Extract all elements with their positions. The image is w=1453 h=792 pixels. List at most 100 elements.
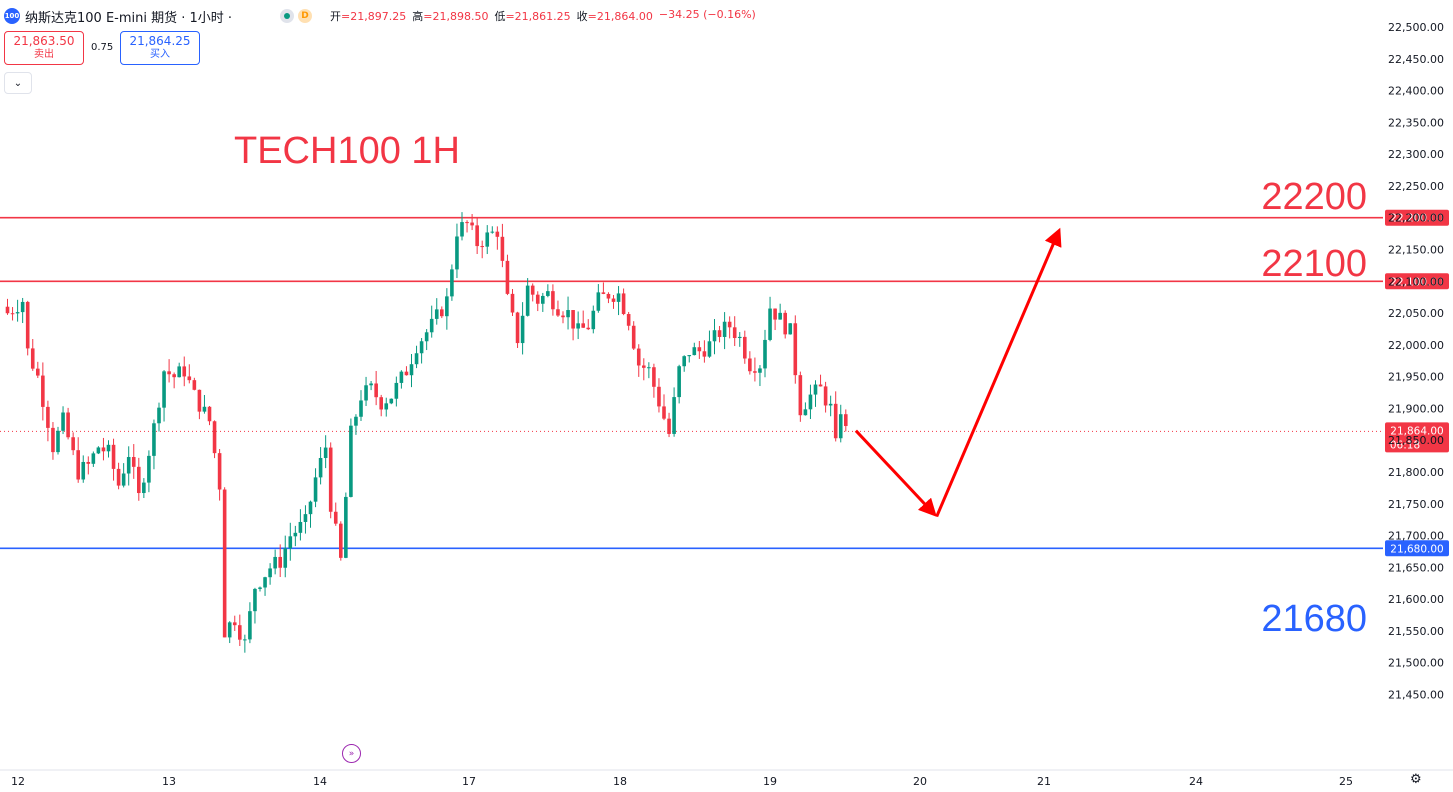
sell-price: 21,863.50: [13, 34, 75, 48]
market-status-icon[interactable]: [280, 9, 295, 23]
candle-body: [268, 568, 272, 578]
y-tick-label: 21,650.00: [1388, 561, 1444, 574]
x-tick-label: 20: [913, 775, 927, 788]
candle-body: [253, 588, 257, 612]
replay-icon[interactable]: »: [342, 744, 361, 763]
candle-body: [5, 306, 10, 314]
y-tick-label: 22,250.00: [1388, 180, 1444, 193]
candle-body: [626, 314, 631, 326]
y-tick-label: 22,050.00: [1388, 307, 1444, 320]
chart-title: TECH100 1H: [234, 130, 460, 172]
candle-body: [429, 318, 434, 333]
resistance-label-22100: 22100: [1261, 243, 1367, 285]
candle-body: [81, 461, 86, 480]
candle-body: [758, 368, 762, 373]
x-tick-label: 25: [1339, 775, 1353, 788]
candle-body: [308, 501, 313, 515]
candle-body: [485, 232, 490, 247]
high-label: 高: [412, 10, 424, 23]
sell-label: 卖出: [34, 49, 54, 60]
candle-body: [419, 341, 424, 354]
candle-body: [41, 375, 45, 407]
candle-body: [500, 236, 505, 261]
candle-body: [157, 407, 161, 424]
candle-body: [177, 366, 181, 378]
candle-body: [434, 309, 439, 319]
candle-body: [717, 330, 722, 337]
candle-body: [773, 308, 777, 320]
chevron-down-icon: ⌄: [13, 77, 23, 89]
down-arrow: [854, 429, 937, 517]
up-arrow: [935, 227, 1062, 518]
candle-body: [167, 371, 171, 375]
high-value: =21,898.50: [423, 10, 489, 23]
candle-body: [126, 457, 131, 474]
candle-body: [672, 397, 676, 434]
level-price-tag: [1385, 540, 1449, 557]
symbol-title[interactable]: 纳斯达克100 E-mini 期货 · 1小时 ·: [25, 10, 233, 26]
level-price-label: 21,680.00: [1390, 543, 1443, 555]
candle-body: [450, 269, 454, 297]
candle-body: [96, 447, 101, 454]
candle-body: [293, 532, 298, 537]
x-tick-label: 13: [162, 775, 176, 788]
candle-body: [131, 457, 136, 467]
candle-body: [586, 327, 591, 330]
candle-body: [217, 453, 222, 490]
candle-body: [546, 291, 550, 296]
y-tick-label: 21,800.00: [1388, 466, 1444, 479]
candle-body: [460, 222, 464, 237]
candle-body: [318, 458, 323, 478]
open-value: =21,897.25: [341, 10, 407, 23]
candle-body: [813, 384, 818, 395]
candle-body: [278, 556, 282, 568]
candle-body: [409, 364, 414, 376]
current-price-tag: [1385, 422, 1449, 453]
candle-body: [207, 406, 212, 422]
buy-button[interactable]: 21,864.25 买入: [120, 31, 200, 65]
candle-body: [152, 423, 156, 456]
sell-button[interactable]: 21,863.50 卖出: [4, 31, 84, 65]
level-price-tag: [1385, 209, 1449, 226]
close-value: =21,864.00: [587, 10, 653, 23]
gear-icon[interactable]: ⚙: [1410, 772, 1422, 787]
collapse-button[interactable]: ⌄: [4, 72, 32, 94]
low-value: =21,861.25: [505, 10, 571, 23]
candle-body: [414, 353, 419, 365]
candle-body: [737, 336, 742, 339]
candle-body: [389, 398, 394, 404]
candle-body: [743, 336, 747, 359]
delayed-data-icon[interactable]: D: [298, 9, 313, 23]
candle-body: [510, 293, 515, 313]
candle-body: [530, 285, 535, 295]
candle-body: [46, 406, 50, 428]
candle-body: [788, 323, 793, 335]
candle-body: [581, 323, 585, 328]
candle-body: [495, 231, 500, 237]
candle-body: [288, 536, 293, 549]
candle-body: [323, 447, 328, 459]
candle-body: [616, 293, 621, 302]
y-tick-label: 21,750.00: [1388, 498, 1444, 511]
candle-body: [465, 222, 469, 224]
candle-body: [15, 312, 20, 314]
x-tick-label: 19: [763, 775, 777, 788]
candle-body: [712, 330, 717, 342]
y-tick-label: 21,850.00: [1388, 434, 1444, 447]
close-label: 收: [576, 10, 588, 23]
candle-body: [642, 365, 646, 368]
y-tick-label: 21,450.00: [1388, 689, 1444, 702]
ohlc-readout: 开=21,897.25 高=21,898.50 低=21,861.25 收=21…: [330, 8, 756, 24]
candle-body: [339, 523, 343, 558]
candle-body: [66, 412, 70, 438]
candle-body: [162, 371, 166, 408]
candle-body: [505, 260, 510, 294]
candle-body: [753, 371, 757, 373]
candle-body: [384, 403, 389, 410]
candle-body: [192, 380, 197, 390]
y-tick-label: 22,350.00: [1388, 116, 1444, 129]
candle-body: [844, 414, 848, 427]
candle-body: [561, 315, 565, 318]
candle-body: [369, 383, 373, 386]
